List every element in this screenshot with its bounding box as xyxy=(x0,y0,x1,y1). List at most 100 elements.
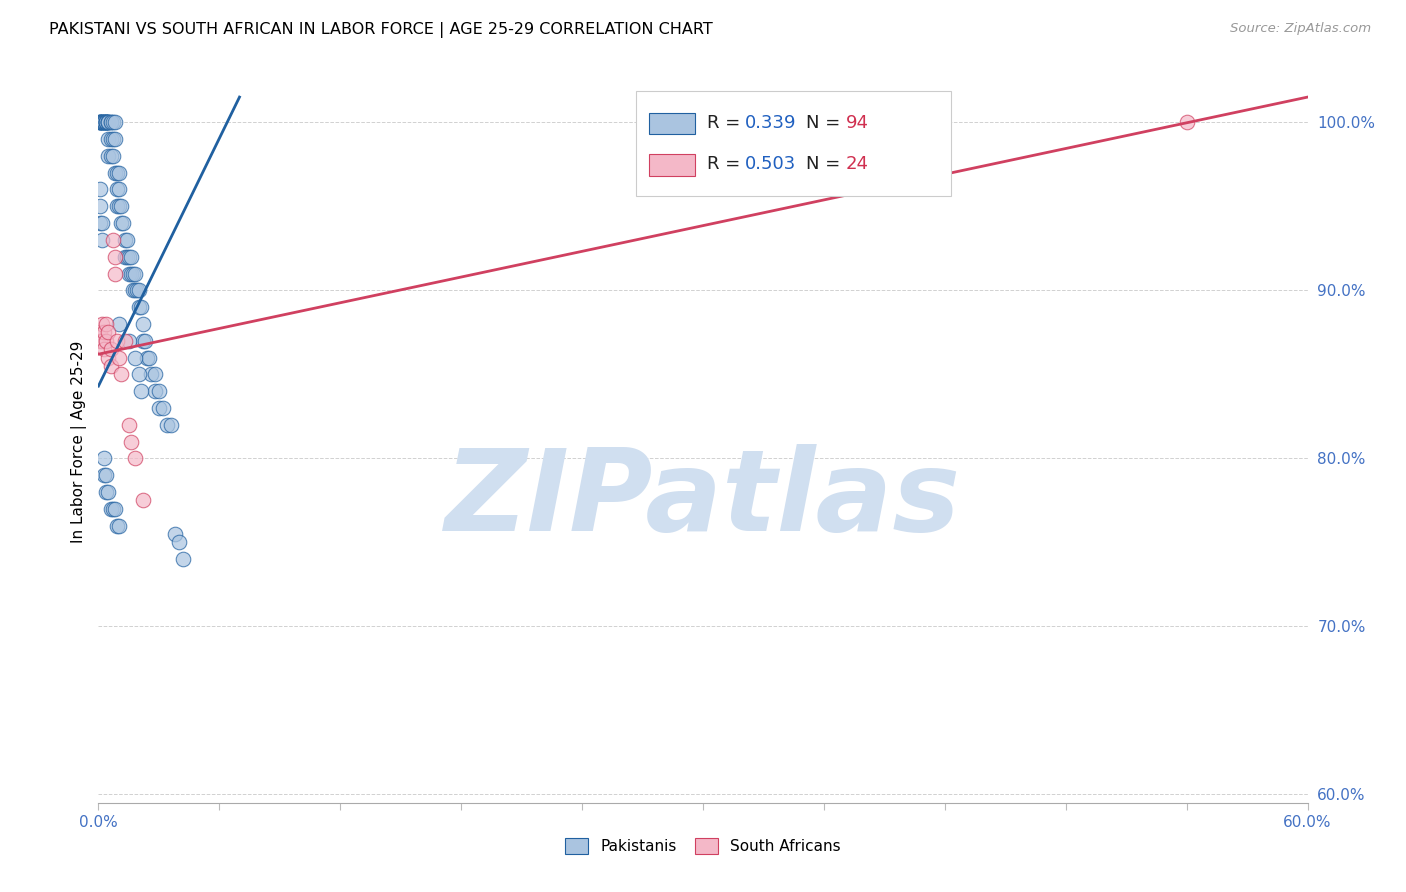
Text: ZIPatlas: ZIPatlas xyxy=(444,444,962,555)
Point xyxy=(132,493,155,508)
Point xyxy=(118,250,141,264)
Point xyxy=(93,451,115,466)
Point xyxy=(132,334,155,348)
Point xyxy=(114,233,136,247)
Point xyxy=(100,115,122,129)
Text: 0.339: 0.339 xyxy=(745,114,797,132)
Point xyxy=(91,115,114,129)
Point xyxy=(139,368,162,382)
Point xyxy=(96,334,118,348)
Point xyxy=(89,115,111,129)
Point xyxy=(96,115,118,129)
Point xyxy=(101,233,124,247)
Point xyxy=(89,182,111,196)
Point xyxy=(124,451,146,466)
Text: R =: R = xyxy=(707,114,745,132)
Text: 24: 24 xyxy=(845,155,869,173)
Point xyxy=(103,132,125,146)
Point xyxy=(110,199,132,213)
Point xyxy=(93,342,115,356)
Point xyxy=(1175,115,1198,129)
Point xyxy=(89,115,111,129)
Point xyxy=(105,518,128,533)
Point xyxy=(107,199,129,213)
Text: R =: R = xyxy=(707,155,745,173)
Point xyxy=(103,250,125,264)
Point xyxy=(91,233,114,247)
Point xyxy=(97,485,120,500)
Point xyxy=(132,317,155,331)
Text: N =: N = xyxy=(806,114,846,132)
Point xyxy=(124,267,146,281)
Point xyxy=(160,417,183,432)
Point xyxy=(128,283,150,297)
Point xyxy=(89,216,111,230)
Point xyxy=(93,115,115,129)
Point xyxy=(125,283,148,297)
Point xyxy=(89,115,111,129)
Point xyxy=(97,132,120,146)
Point xyxy=(97,149,120,163)
Point xyxy=(89,115,111,129)
Point xyxy=(105,182,128,196)
Point xyxy=(121,267,143,281)
Point xyxy=(107,518,129,533)
Point xyxy=(93,468,115,483)
Point xyxy=(172,552,194,566)
Point xyxy=(118,267,141,281)
Point xyxy=(120,267,142,281)
Point xyxy=(100,115,122,129)
Point xyxy=(101,132,124,146)
Point xyxy=(96,115,118,129)
Point xyxy=(124,283,146,297)
Point xyxy=(93,115,115,129)
Text: Source: ZipAtlas.com: Source: ZipAtlas.com xyxy=(1230,22,1371,36)
Point xyxy=(101,501,124,516)
Point xyxy=(114,250,136,264)
Point xyxy=(100,501,122,516)
FancyBboxPatch shape xyxy=(648,154,695,176)
Text: PAKISTANI VS SOUTH AFRICAN IN LABOR FORCE | AGE 25-29 CORRELATION CHART: PAKISTANI VS SOUTH AFRICAN IN LABOR FORC… xyxy=(49,22,713,38)
Point xyxy=(93,326,115,340)
Point xyxy=(100,342,122,356)
Point xyxy=(107,166,129,180)
Text: N =: N = xyxy=(806,155,846,173)
Point xyxy=(163,527,186,541)
Point xyxy=(89,326,111,340)
Point xyxy=(114,334,136,348)
Point xyxy=(91,115,114,129)
Point xyxy=(97,115,120,129)
Point xyxy=(111,216,134,230)
Point xyxy=(148,384,170,398)
Point xyxy=(120,434,142,449)
Point xyxy=(129,300,152,314)
Point xyxy=(91,334,114,348)
Point xyxy=(128,300,150,314)
Point xyxy=(96,115,118,129)
Point xyxy=(110,368,132,382)
Point xyxy=(96,468,118,483)
Point xyxy=(143,368,166,382)
Point xyxy=(128,368,150,382)
Point xyxy=(134,334,156,348)
Point xyxy=(105,334,128,348)
Point xyxy=(124,351,146,365)
Point xyxy=(138,351,160,365)
Point xyxy=(91,317,114,331)
Point xyxy=(96,485,118,500)
Text: 94: 94 xyxy=(845,114,869,132)
Point xyxy=(91,115,114,129)
Point xyxy=(97,115,120,129)
Point xyxy=(97,326,120,340)
Point xyxy=(121,283,143,297)
Point xyxy=(96,115,118,129)
Point xyxy=(97,115,120,129)
Point xyxy=(103,166,125,180)
Point xyxy=(97,351,120,365)
Point xyxy=(93,115,115,129)
Point xyxy=(107,351,129,365)
Point xyxy=(105,166,128,180)
Point xyxy=(103,501,125,516)
Point xyxy=(96,115,118,129)
Point xyxy=(118,334,141,348)
